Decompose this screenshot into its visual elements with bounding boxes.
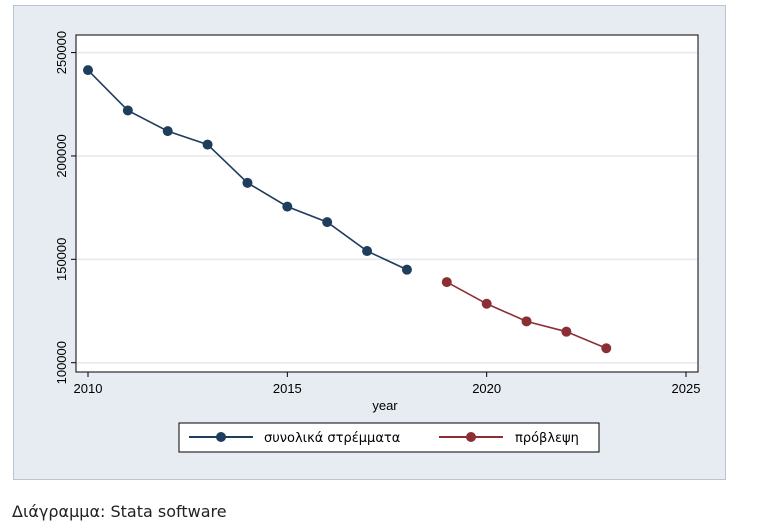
data-point (362, 246, 373, 257)
legend: συνολικά στρέμματα πρόβλεψη (178, 422, 600, 453)
x-tick-label: 2015 (273, 381, 302, 396)
line-chart: 100000 150000 200000 250000 2010 2015 2020 2025… (54, 31, 700, 453)
data-point (122, 105, 133, 116)
legend-marker-icon (466, 432, 476, 442)
x-tick-label: 2020 (472, 381, 501, 396)
y-tick-label: 200000 (54, 134, 69, 177)
legend-marker-icon (216, 432, 226, 442)
axes: 100000 150000 200000 250000 2010 2015 2020 2025 (54, 31, 700, 396)
data-point (282, 201, 293, 212)
legend-item-series-2: πρόβλεψη (439, 431, 579, 446)
y-tick-label: 100000 (54, 341, 69, 384)
y-tick-label: 150000 (54, 238, 69, 281)
data-point (162, 126, 173, 137)
data-point (83, 65, 93, 76)
series-layer (83, 65, 612, 354)
data-point (481, 298, 492, 309)
figure-caption: Διάγραμμα: Stata software (12, 502, 227, 521)
x-tick-label: 2025 (672, 381, 701, 396)
gridlines (77, 51, 697, 364)
plot-area (75, 34, 699, 373)
data-point (601, 343, 612, 354)
data-point (441, 277, 452, 288)
legend-label-series-2: πρόβλεψη (515, 431, 579, 446)
data-point (322, 217, 333, 228)
x-tick-label: 2010 (74, 381, 103, 396)
data-point (202, 139, 213, 150)
data-point (561, 326, 572, 337)
data-point (521, 316, 532, 327)
x-axis-title: year (372, 398, 398, 413)
data-point (401, 264, 412, 275)
legend-label-series-1: συνολικά στρέμματα (264, 431, 400, 446)
y-tick-label: 250000 (54, 31, 69, 74)
legend-item-series-1: συνολικά στρέμματα (189, 431, 400, 446)
data-point (242, 177, 253, 188)
